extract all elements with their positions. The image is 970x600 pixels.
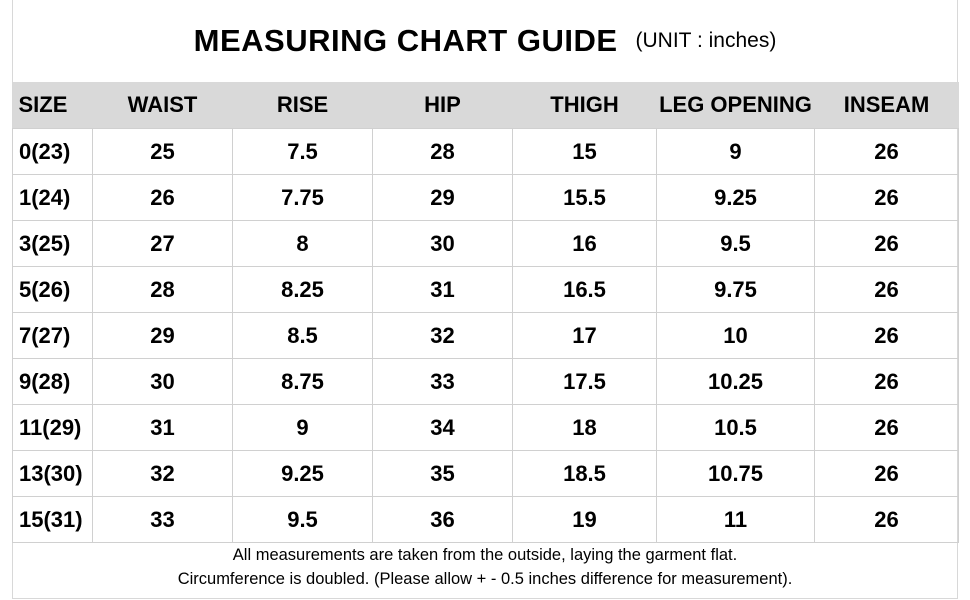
table-cell-thigh: 16 <box>512 220 657 267</box>
footer-notes: All measurements are taken from the outs… <box>12 543 958 591</box>
table-cell-inseam: 26 <box>814 496 959 543</box>
page-title: MEASURING CHART GUIDE <box>193 23 618 58</box>
column-header-inseam: INSEAM <box>814 82 959 129</box>
table-cell-leg-opening: 10.25 <box>656 358 815 405</box>
table-cell-rise: 8.5 <box>232 312 373 359</box>
table-row: 3(25) 27 8 30 16 9.5 26 <box>12 220 959 267</box>
table-cell-waist: 26 <box>92 174 233 221</box>
table-header-row: SIZE WAIST RISE HIP THIGH LEG OPENING IN… <box>12 82 959 129</box>
table-cell-inseam: 26 <box>814 174 959 221</box>
table-cell-leg-opening: 9 <box>656 128 815 175</box>
table-row: 5(26) 28 8.25 31 16.5 9.75 26 <box>12 266 959 313</box>
table-cell-waist: 32 <box>92 450 233 497</box>
table-cell-hip: 34 <box>372 404 513 451</box>
table-cell-inseam: 26 <box>814 450 959 497</box>
table-cell-leg-opening: 9.75 <box>656 266 815 313</box>
table-cell-thigh: 15.5 <box>512 174 657 221</box>
table-cell-waist: 30 <box>92 358 233 405</box>
table-cell-waist: 28 <box>92 266 233 313</box>
table-cell-waist: 27 <box>92 220 233 267</box>
table-cell-thigh: 15 <box>512 128 657 175</box>
table-cell-hip: 35 <box>372 450 513 497</box>
table-cell-hip: 36 <box>372 496 513 543</box>
column-header-waist: WAIST <box>92 82 233 129</box>
table-cell-inseam: 26 <box>814 128 959 175</box>
note-line: All measurements are taken from the outs… <box>232 546 738 564</box>
table-cell-leg-opening: 9.5 <box>656 220 815 267</box>
table-cell-inseam: 26 <box>814 404 959 451</box>
table-cell-rise: 9.25 <box>232 450 373 497</box>
table-cell-leg-opening: 10.75 <box>656 450 815 497</box>
table-cell-inseam: 26 <box>814 312 959 359</box>
table-cell-inseam: 26 <box>814 266 959 313</box>
table-cell-hip: 29 <box>372 174 513 221</box>
table-cell-waist: 25 <box>92 128 233 175</box>
size-table: SIZE WAIST RISE HIP THIGH LEG OPENING IN… <box>12 82 959 543</box>
table-cell-thigh: 17.5 <box>512 358 657 405</box>
table-row: 11(29) 31 9 34 18 10.5 26 <box>12 404 959 451</box>
table-cell-size: 1(24) <box>12 174 93 221</box>
unit-label: (UNIT : inches) <box>635 29 777 52</box>
table-cell-rise: 9 <box>232 404 373 451</box>
table-cell-inseam: 26 <box>814 358 959 405</box>
table-cell-leg-opening: 11 <box>656 496 815 543</box>
table-cell-size: 13(30) <box>12 450 93 497</box>
column-header-thigh: THIGH <box>512 82 657 129</box>
table-cell-size: 15(31) <box>12 496 93 543</box>
table-cell-hip: 32 <box>372 312 513 359</box>
table-cell-thigh: 18 <box>512 404 657 451</box>
table-row: 9(28) 30 8.75 33 17.5 10.25 26 <box>12 358 959 405</box>
table-cell-thigh: 19 <box>512 496 657 543</box>
table-cell-thigh: 16.5 <box>512 266 657 313</box>
table-cell-leg-opening: 9.25 <box>656 174 815 221</box>
table-cell-waist: 33 <box>92 496 233 543</box>
table-cell-rise: 7.75 <box>232 174 373 221</box>
table-cell-hip: 31 <box>372 266 513 313</box>
table-cell-size: 0(23) <box>12 128 93 175</box>
table-cell-rise: 7.5 <box>232 128 373 175</box>
table-cell-leg-opening: 10 <box>656 312 815 359</box>
table-cell-size: 11(29) <box>12 404 93 451</box>
note-line: Circumference is doubled. (Please allow … <box>177 570 793 588</box>
column-header-leg-opening: LEG OPENING <box>656 82 815 129</box>
table-cell-size: 9(28) <box>12 358 93 405</box>
table-cell-inseam: 26 <box>814 220 959 267</box>
table-cell-rise: 9.5 <box>232 496 373 543</box>
table-cell-hip: 30 <box>372 220 513 267</box>
table-cell-size: 7(27) <box>12 312 93 359</box>
column-header-size: SIZE <box>12 82 93 129</box>
column-header-hip: HIP <box>372 82 513 129</box>
table-cell-size: 5(26) <box>12 266 93 313</box>
table-cell-hip: 33 <box>372 358 513 405</box>
table-cell-waist: 29 <box>92 312 233 359</box>
table-row: 15(31) 33 9.5 36 19 11 26 <box>12 496 959 543</box>
table-cell-thigh: 17 <box>512 312 657 359</box>
table-body: 0(23) 25 7.5 28 15 9 26 1(24) 26 7.75 29 15.5 9.25 26… <box>12 128 959 543</box>
table-cell-rise: 8.75 <box>232 358 373 405</box>
column-header-rise: RISE <box>232 82 373 129</box>
table-cell-thigh: 18.5 <box>512 450 657 497</box>
table-cell-rise: 8 <box>232 220 373 267</box>
table-row: 7(27) 29 8.5 32 17 10 26 <box>12 312 959 359</box>
table-cell-rise: 8.25 <box>232 266 373 313</box>
table-cell-waist: 31 <box>92 404 233 451</box>
title-row: MEASURING CHART GUIDE (UNIT : inches) <box>12 0 958 82</box>
table-cell-hip: 28 <box>372 128 513 175</box>
table-row: 13(30) 32 9.25 35 18.5 10.75 26 <box>12 450 959 497</box>
table-cell-size: 3(25) <box>12 220 93 267</box>
table-cell-leg-opening: 10.5 <box>656 404 815 451</box>
table-row: 0(23) 25 7.5 28 15 9 26 <box>12 128 959 175</box>
table-row: 1(24) 26 7.75 29 15.5 9.25 26 <box>12 174 959 221</box>
